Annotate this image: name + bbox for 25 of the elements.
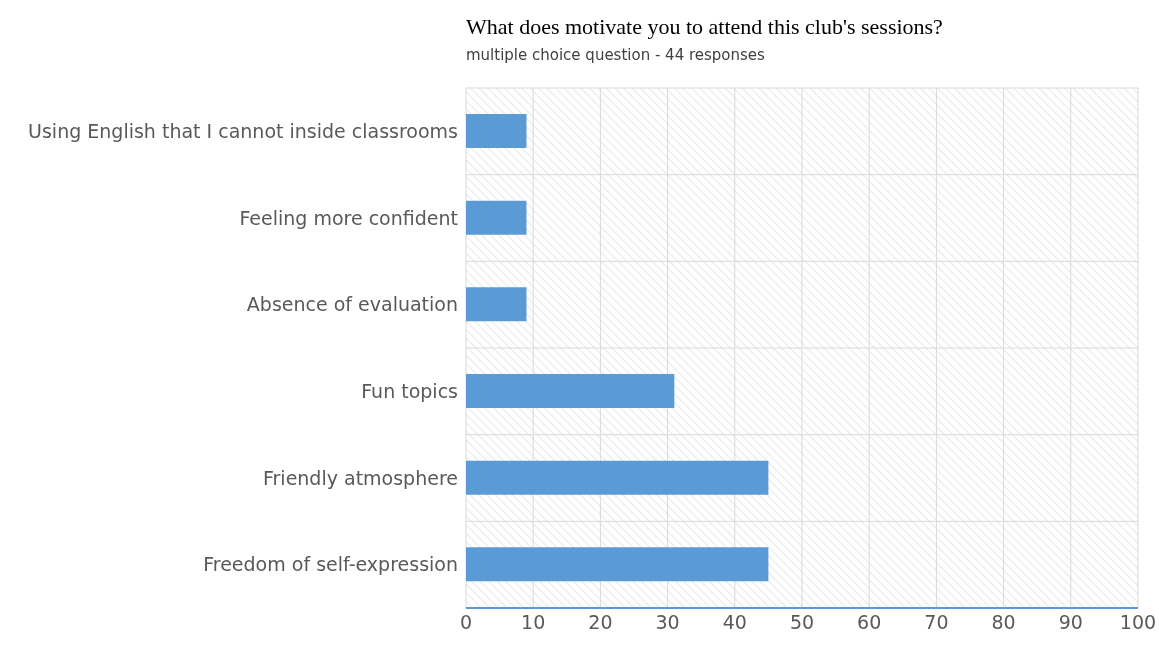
y-tick-label: Absence of evaluation <box>246 293 458 316</box>
x-tick-label: 30 <box>655 611 680 634</box>
y-tick-label: Feeling more confident <box>239 206 458 229</box>
y-tick-label: Using English that I cannot inside classrooms <box>28 120 458 143</box>
x-tick-label: 40 <box>722 611 747 634</box>
bar <box>466 374 675 408</box>
x-tick-label: 80 <box>991 611 1016 634</box>
y-tick-label: Friendly atmosphere <box>263 466 458 489</box>
x-tick-label: 70 <box>924 611 949 634</box>
chart-title: What does motivate you to attend this club's sessions? <box>466 14 943 40</box>
bar <box>466 200 527 235</box>
x-tick-label: 60 <box>857 611 882 634</box>
bar <box>466 287 527 322</box>
x-tick-label: 100 <box>1119 611 1157 634</box>
x-tick-label: 90 <box>1058 611 1083 634</box>
bar <box>466 114 527 148</box>
x-tick-label: 0 <box>459 611 473 634</box>
x-tick-label: 20 <box>588 611 613 634</box>
x-tick-label: 50 <box>789 611 815 634</box>
bar <box>466 547 769 582</box>
x-tick-label: 10 <box>521 611 546 634</box>
bar <box>466 460 769 495</box>
y-tick-label: Freedom of self-expression <box>203 553 458 576</box>
y-tick-label: Fun topics <box>361 380 458 403</box>
chart-subtitle: multiple choice question - 44 responses <box>466 46 765 64</box>
